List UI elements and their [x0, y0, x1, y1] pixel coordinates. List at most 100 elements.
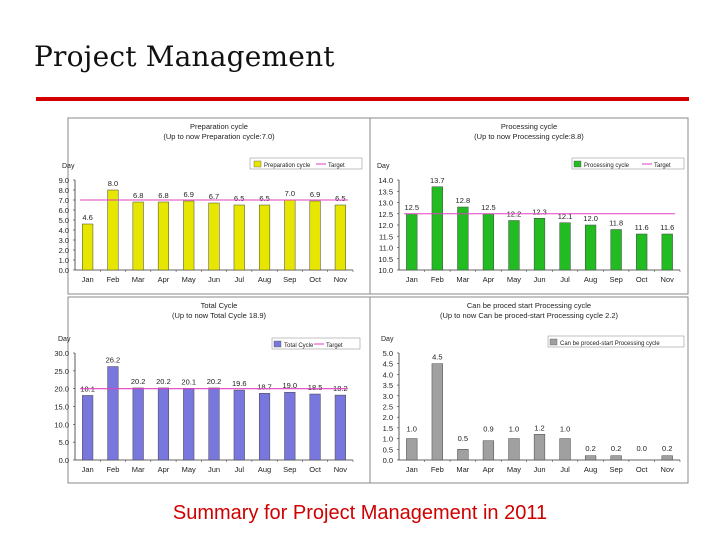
chart3-ytick-label: 20.0	[54, 385, 69, 394]
chart3-ytick-label: 15.0	[54, 403, 69, 412]
chart1-ytick-label: 4.0	[59, 226, 69, 235]
chart4-bar-nov	[661, 455, 673, 461]
chart4-value-label: 0.9	[483, 424, 493, 433]
chart4-ytick-label: 1.5	[383, 424, 393, 433]
chart1-bar-oct	[309, 200, 321, 271]
chart3-bar-oct	[309, 393, 321, 461]
chart2-xtick-label: Sep	[609, 275, 622, 284]
chart1-bar-nov	[334, 204, 346, 271]
chart1-bar-may	[183, 200, 195, 271]
chart2-legend-label: Processing cycle	[584, 163, 630, 169]
chart1-ytick-label: 2.0	[59, 246, 69, 255]
chart3-xtick-label: Jun	[208, 465, 220, 474]
chart4-xtick-label: Jul	[560, 465, 570, 474]
chart4-bar-jan	[406, 438, 418, 461]
summary-caption: Summary for Project Management in 2011	[172, 502, 548, 524]
chart4-frame	[369, 296, 689, 484]
chart3-legend-target-label: Target	[326, 343, 343, 349]
chart3-value-label: 20.2	[131, 377, 146, 386]
chart4-value-label: 1.0	[560, 424, 570, 433]
chart1-xtick-label: May	[182, 275, 196, 284]
chart3-bar-aug	[258, 393, 271, 461]
chart4-value-label: 0.0	[636, 444, 646, 453]
chart4-value-label: 1.2	[534, 423, 544, 432]
chart2-ytick-label: 14.0	[378, 176, 393, 185]
chart3-value-label: 18.7	[257, 382, 272, 391]
chart1-ytick-label: 3.0	[59, 236, 69, 245]
chart1-bar-aug	[258, 204, 271, 271]
chart1-legend-swatch	[253, 160, 262, 168]
chart3-bar-jan	[82, 395, 94, 461]
chart4-bar-apr	[482, 440, 495, 461]
chart2-bar-jan	[406, 213, 418, 271]
chart3-subtitle: (Up to now Total Cycle 18.9)	[172, 311, 267, 320]
chart3-value-label: 20.2	[156, 377, 171, 386]
chart2-ytick-label: 12.0	[378, 221, 393, 230]
chart2-value-label: 11.8	[609, 219, 623, 228]
chart1-xtick-label: Aug	[258, 275, 271, 284]
chart2-value-label: 11.6	[635, 223, 649, 232]
chart2-frame	[369, 117, 689, 295]
chart1-subtitle: (Up to now Preparation cycle:7.0)	[163, 132, 275, 141]
chart2-ytick-label: 11.0	[379, 244, 393, 253]
chart4-value-label: 0.5	[458, 434, 468, 443]
chart1-ytick-label: 5.0	[59, 216, 69, 225]
chart2-xtick-label: Jan	[406, 275, 418, 284]
chart1-xtick-label: Sep	[283, 275, 296, 284]
chart3-ytick-label: 0.0	[59, 456, 69, 465]
chart4-xtick-label: Sep	[609, 465, 622, 474]
chart2-ytick-label: 11.5	[379, 232, 393, 241]
chart1-ylabel: Day	[62, 163, 75, 170]
chart2-xtick-label: Aug	[584, 275, 597, 284]
chart3-ytick-label: 30.0	[54, 349, 69, 358]
chart2-value-label: 12.0	[583, 214, 598, 223]
chart2-value-label: 12.8	[456, 196, 471, 205]
chart2-xtick-label: Mar	[456, 275, 469, 284]
chart4-subtitle: (Up to now Can be proced-start Processin…	[440, 311, 618, 320]
chart1-ytick-label: 6.0	[59, 206, 69, 215]
chart1-value-label: 6.5	[335, 194, 345, 203]
chart3-xtick-label: May	[182, 465, 196, 474]
chart4-ytick-label: 2.0	[383, 413, 393, 422]
chart3-xtick-label: Feb	[106, 465, 119, 474]
chart2-value-label: 12.5	[404, 203, 419, 212]
chart3-value-label: 18.5	[308, 383, 323, 392]
chart1-xtick-label: Jun	[208, 275, 220, 284]
chart1-ytick-label: 8.0	[59, 186, 69, 195]
chart3-ytick-label: 5.0	[59, 438, 69, 447]
chart4-ytick-label: 0.5	[383, 445, 393, 454]
chart4-xtick-label: Jan	[406, 465, 418, 474]
chart3-value-label: 19.0	[283, 381, 298, 390]
chart1-xtick-label: Nov	[334, 275, 348, 284]
chart3-xtick-label: Aug	[258, 465, 271, 474]
chart4-bar-feb	[431, 363, 443, 461]
chart4-legend-label: Can be proced-start Processing cycle	[560, 341, 660, 347]
chart4-ylabel: Day	[381, 336, 394, 343]
chart2-bar-oct	[636, 233, 648, 271]
chart2-ytick-label: 10.5	[378, 255, 393, 264]
chart2-legend-swatch	[573, 160, 582, 168]
chart2-bar-jun	[533, 218, 546, 271]
chart1-xtick-label: Apr	[158, 275, 170, 284]
chart1-xtick-label: Mar	[132, 275, 145, 284]
chart4-ytick-label: 0.0	[383, 456, 393, 465]
chart3-ytick-label: 10.0	[54, 420, 69, 429]
chart1-value-label: 7.0	[285, 189, 295, 198]
chart3-legend-label: Total Cycle	[284, 343, 314, 349]
chart1-ytick-label: 9.0	[59, 176, 69, 185]
chart4-ytick-label: 2.5	[383, 403, 393, 412]
chart1-legend-label: Preparation cycle	[264, 163, 311, 169]
chart2-xtick-label: May	[507, 275, 521, 284]
chart2-ytick-label: 13.5	[378, 187, 393, 196]
chart1-bar-jan	[82, 223, 94, 271]
chart4-ytick-label: 3.5	[383, 381, 393, 390]
chart4-value-label: 4.5	[432, 353, 442, 362]
chart1-value-label: 6.5	[234, 194, 244, 203]
chart4-legend-box	[547, 335, 685, 348]
chart3-xtick-label: Jul	[234, 465, 244, 474]
chart1-legend-target-label: Target	[328, 163, 345, 169]
chart3-value-label: 26.2	[106, 356, 121, 365]
chart3-value-label: 19.6	[232, 379, 247, 388]
chart3-xtick-label: Mar	[132, 465, 145, 474]
